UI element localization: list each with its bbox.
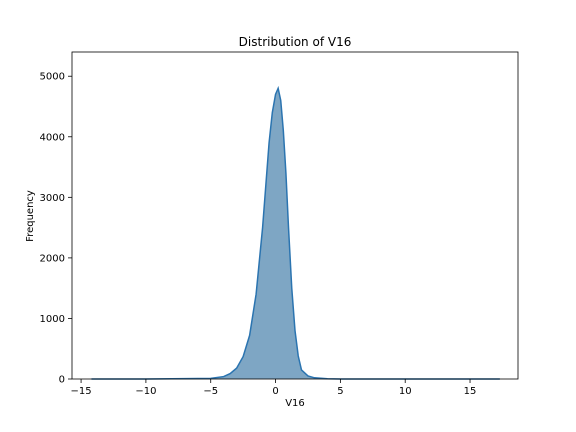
x-tick-label: 5 <box>337 386 343 397</box>
y-axis-label: Frequency <box>25 190 36 242</box>
y-tick-label: 0 <box>59 375 65 386</box>
x-tick-label: 10 <box>399 386 412 397</box>
x-tick-label: −5 <box>203 386 218 397</box>
x-tick-label: −10 <box>135 386 156 397</box>
x-axis: −15 −10 −5 0 5 10 15 <box>71 379 477 397</box>
y-tick-label: 2000 <box>40 253 65 264</box>
y-tick-label: 4000 <box>40 132 65 143</box>
plot-frame <box>71 51 519 380</box>
x-tick-label: 0 <box>272 386 278 397</box>
y-tick-label: 5000 <box>40 72 65 83</box>
x-axis-label: V16 <box>285 398 305 409</box>
y-tick-label: 3000 <box>40 193 65 204</box>
x-tick-label: 15 <box>464 386 477 397</box>
y-tick-label: 1000 <box>40 314 65 325</box>
x-tick-label: −15 <box>71 386 92 397</box>
y-axis: 0 1000 2000 3000 4000 5000 <box>40 72 72 386</box>
chart-title: Distribution of V16 <box>239 35 352 49</box>
kde-line <box>91 85 500 380</box>
plot-area <box>91 85 500 380</box>
